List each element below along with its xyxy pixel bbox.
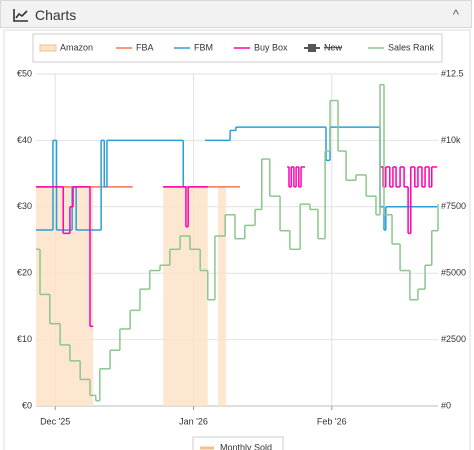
panel-header[interactable]: Charts ^ [0,0,472,28]
chart: €0 €10 €20 €30 €40 €50 #0 #2500 #5000 #7500 #10k #1… [3,29,471,450]
legend-label: Amazon [60,42,93,52]
y2-tick-label: #10k [441,135,461,145]
chart-frame [3,29,471,450]
y2-tick-label: #2500 [441,334,466,344]
area-segment [36,186,94,406]
x-tick-label: Dec '25 [40,416,70,426]
legend-swatch [39,44,57,52]
y2-tick-label: #5000 [441,268,466,278]
legend-label: FBA [136,42,154,52]
x-tick-label: Feb '26 [317,416,347,426]
collapse-caret[interactable]: ^ [452,7,459,22]
legend-label[interactable]: New [324,42,343,52]
y-tick-label: €0 [22,400,32,410]
y-tick-label: €30 [17,201,32,211]
y-tick-label: €40 [17,135,32,145]
secondary-legend-box [192,436,284,450]
y2-tick-label: #0 [441,400,451,410]
panel-title: Charts [35,7,77,23]
legend-swatch [308,44,316,52]
legend-label: FBM [194,42,213,52]
legend-label: Buy Box [254,42,288,52]
area-segment [218,186,227,406]
legend-label: Sales Rank [388,42,435,52]
secondary-legend-label: Monthly Sold [220,442,272,450]
y2-tick-label: #12.5 [441,68,464,78]
x-tick-label: Jan '26 [179,416,208,426]
chart-icon [13,9,28,22]
y-tick-label: €50 [17,68,32,78]
y2-tick-label: #7500 [441,201,466,211]
y-tick-label: €20 [17,268,32,278]
y-tick-label: €10 [17,334,32,344]
